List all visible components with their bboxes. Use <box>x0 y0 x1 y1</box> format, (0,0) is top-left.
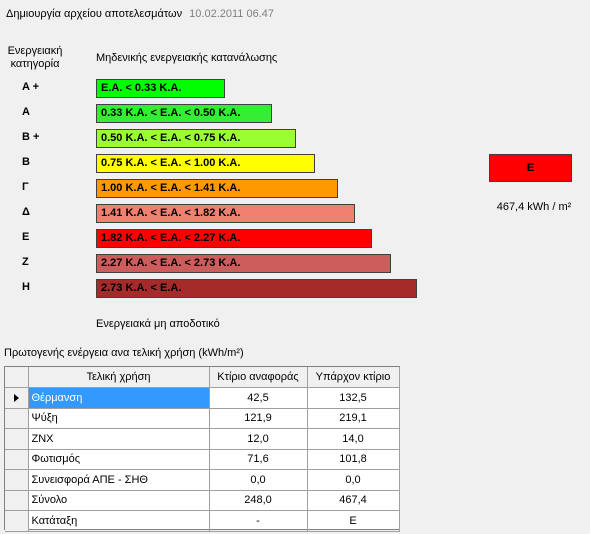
end-use-cell[interactable]: ΖΝΧ <box>28 428 210 450</box>
existing-value-cell[interactable]: 0,0 <box>307 469 400 491</box>
category-letter: A + <box>22 81 40 93</box>
row-selector[interactable] <box>5 510 29 532</box>
window-title: Δημιουργία αρχείου αποτελεσμάτων 10.02.2… <box>6 8 274 20</box>
energy-class-bar: 1.82 Κ.Α. < Ε.Α. < 2.27 Κ.Α. <box>96 229 372 248</box>
timestamp: 10.02.2011 06.47 <box>189 8 274 20</box>
scale-top-label: Μηδενικής ενεργειακής κατανάλωσης <box>96 52 278 64</box>
row-selector[interactable] <box>5 387 29 409</box>
category-letter: Γ <box>22 181 29 193</box>
reference-value-cell[interactable]: - <box>209 510 308 532</box>
category-letter: B <box>22 156 30 168</box>
end-use-cell[interactable]: Ψύξη <box>28 408 210 429</box>
table-row[interactable]: Θέρμανση 42,5 132,5 <box>5 387 400 409</box>
end-use-cell[interactable]: Κατάταξη <box>28 510 210 532</box>
end-use-cell[interactable]: Σύνολο <box>28 490 210 511</box>
reference-value-cell[interactable]: 121,9 <box>209 408 308 429</box>
current-row-arrow-icon <box>13 393 19 402</box>
energy-class-bar: 1.41 Κ.Α. < Ε.Α. < 1.82 Κ.Α. <box>96 204 355 223</box>
reference-value-cell[interactable]: 248,0 <box>209 490 308 511</box>
end-use-cell[interactable]: Θέρμανση <box>28 387 210 409</box>
table-row[interactable]: Σύνολο 248,0 467,4 <box>5 490 400 511</box>
category-letter: Η <box>22 281 30 293</box>
scale-bottom-label: Ενεργειακά μη αποδοτικό <box>96 318 220 330</box>
energy-data-grid[interactable]: Τελική χρήση Κτίριο αναφοράς Υπάρχον κτί… <box>4 366 400 532</box>
category-letter: A <box>22 106 30 118</box>
result-category-badge: Ε <box>489 154 572 182</box>
existing-value-cell[interactable]: 14,0 <box>307 428 400 450</box>
row-selector-header <box>5 367 29 388</box>
existing-value-cell[interactable]: Ε <box>307 510 400 532</box>
result-value: 467,4 kWh / m² <box>496 201 572 213</box>
table-row[interactable]: Κατάταξη - Ε <box>5 510 400 532</box>
table-row[interactable]: Συνεισφορά ΑΠΕ - ΣΗΘ 0,0 0,0 <box>5 469 400 491</box>
column-header-existing-building[interactable]: Υπάρχον κτίριο <box>307 367 400 388</box>
category-letter: B + <box>22 131 40 143</box>
row-selector[interactable] <box>5 469 29 491</box>
table-title: Πρωτογενής ενέργεια ανα τελική χρήση (kW… <box>4 347 244 359</box>
category-letter: Ε <box>22 231 30 243</box>
existing-value-cell[interactable]: 101,8 <box>307 449 400 470</box>
energy-class-bar: 0.75 Κ.Α. < Ε.Α. < 1.00 Κ.Α. <box>96 154 315 173</box>
energy-class-bar: 2.73 Κ.Α. < Ε.Α. <box>96 279 417 298</box>
existing-value-cell[interactable]: 219,1 <box>307 408 400 429</box>
title-text: Δημιουργία αρχείου αποτελεσμάτων <box>6 8 183 20</box>
category-letter: Ζ <box>22 256 29 268</box>
row-selector[interactable] <box>5 408 29 429</box>
reference-value-cell[interactable]: 71,6 <box>209 449 308 470</box>
end-use-cell[interactable]: Συνεισφορά ΑΠΕ - ΣΗΘ <box>28 469 210 491</box>
end-use-cell[interactable]: Φωτισμός <box>28 449 210 470</box>
table-row[interactable]: Ψύξη 121,9 219,1 <box>5 408 400 429</box>
table-row[interactable]: Φωτισμός 71,6 101,8 <box>5 449 400 470</box>
energy-class-bar: Ε.Α. < 0.33 Κ.Α. <box>96 79 225 98</box>
reference-value-cell[interactable]: 42,5 <box>209 387 308 409</box>
grid-header-row: Τελική χρήση Κτίριο αναφοράς Υπάρχον κτί… <box>5 367 400 388</box>
category-letter: Δ <box>22 206 30 218</box>
energy-class-bar: 0.50 Κ.Α. < Ε.Α. < 0.75 Κ.Α. <box>96 129 296 148</box>
energy-class-bar: 2.27 Κ.Α. < Ε.Α. < 2.73 Κ.Α. <box>96 254 391 273</box>
reference-value-cell[interactable]: 0,0 <box>209 469 308 491</box>
energy-class-bar: 1.00 Κ.Α. < Ε.Α. < 1.41 Κ.Α. <box>96 179 338 198</box>
row-selector[interactable] <box>5 449 29 470</box>
row-selector[interactable] <box>5 428 29 450</box>
row-selector[interactable] <box>5 490 29 511</box>
existing-value-cell[interactable]: 467,4 <box>307 490 400 511</box>
category-heading: Ενεργειακή κατηγορία <box>7 45 63 70</box>
existing-value-cell[interactable]: 132,5 <box>307 387 400 409</box>
column-header-reference-building[interactable]: Κτίριο αναφοράς <box>209 367 308 388</box>
table-row[interactable]: ΖΝΧ 12,0 14,0 <box>5 428 400 450</box>
energy-class-bar: 0.33 Κ.Α. < Ε.Α. < 0.50 Κ.Α. <box>96 104 272 123</box>
reference-value-cell[interactable]: 12,0 <box>209 428 308 450</box>
column-header-end-use[interactable]: Τελική χρήση <box>28 367 210 388</box>
